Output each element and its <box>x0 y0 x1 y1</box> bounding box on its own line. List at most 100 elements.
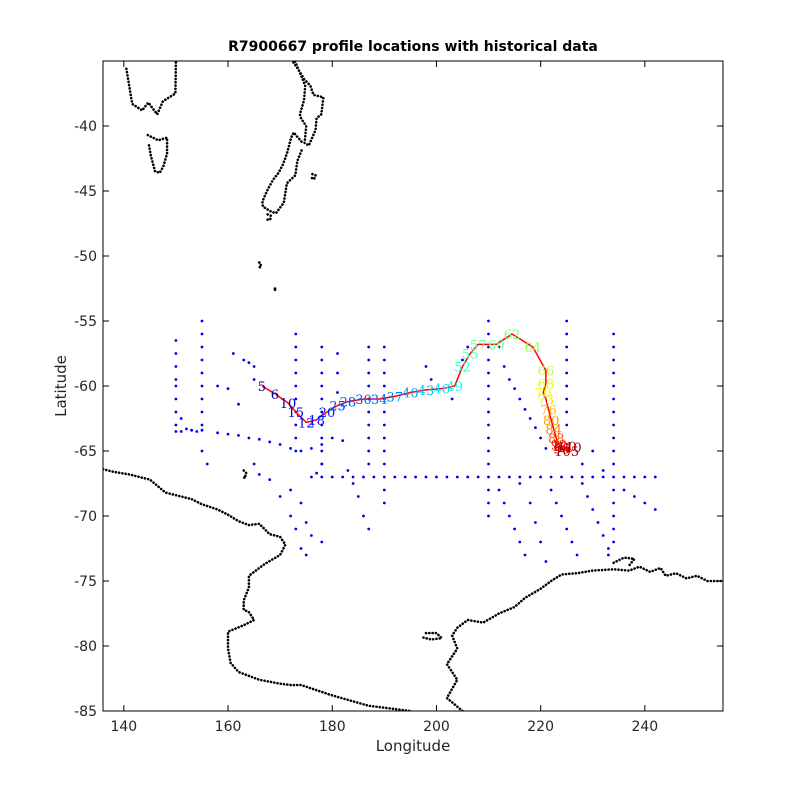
historical-point <box>549 488 553 492</box>
historical-point <box>226 387 230 390</box>
historical-point <box>523 553 527 557</box>
historical-point <box>294 436 298 440</box>
historical-point <box>382 436 386 440</box>
historical-point <box>294 358 298 362</box>
coastline-11 <box>612 556 636 567</box>
profile-label: 55 <box>462 348 479 363</box>
historical-point <box>539 475 542 479</box>
coastline-4 <box>125 61 178 116</box>
historical-point <box>487 371 490 375</box>
historical-point <box>633 495 636 498</box>
historical-point <box>560 475 563 479</box>
historical-point <box>612 423 615 427</box>
historical-point <box>362 514 365 518</box>
historical-point <box>554 501 558 505</box>
historical-point <box>382 358 386 362</box>
historical-point <box>257 473 261 476</box>
historical-point <box>487 436 490 440</box>
historical-points-layer <box>174 319 657 563</box>
historical-point <box>393 475 397 479</box>
historical-point <box>237 434 240 437</box>
historical-point <box>497 488 501 492</box>
historical-point <box>372 475 376 479</box>
historical-point <box>237 402 240 406</box>
historical-point <box>382 488 386 492</box>
historical-point <box>252 462 256 466</box>
coastline-8 <box>103 467 412 711</box>
historical-point <box>607 547 610 550</box>
historical-point <box>174 339 178 342</box>
historical-point <box>653 508 657 511</box>
historical-point <box>174 423 178 427</box>
historical-point <box>586 495 589 498</box>
coastline-0 <box>290 61 325 147</box>
coastline-9 <box>445 565 723 711</box>
profile-label: 18 <box>308 414 325 429</box>
historical-point <box>294 423 298 427</box>
historical-point <box>294 384 298 388</box>
historical-point <box>487 319 490 323</box>
profile-label: 57 <box>470 338 487 353</box>
historical-point <box>382 475 386 479</box>
historical-point <box>518 540 522 544</box>
historical-point <box>294 345 298 349</box>
x-tick-label: 220 <box>527 719 554 735</box>
historical-point <box>252 365 256 368</box>
coastline-6 <box>257 261 263 269</box>
historical-point <box>565 371 569 375</box>
historical-point <box>216 384 220 388</box>
historical-point <box>487 345 490 349</box>
historical-point <box>294 397 298 401</box>
historical-point <box>294 371 298 375</box>
historical-point <box>455 475 459 479</box>
x-axis-label: Longitude <box>376 737 451 755</box>
historical-point <box>487 514 490 518</box>
historical-point <box>367 527 371 531</box>
historical-point <box>190 428 194 432</box>
historical-point <box>346 469 350 472</box>
historical-point <box>200 371 204 375</box>
profile-label: 40 <box>402 387 419 402</box>
historical-point <box>612 358 615 362</box>
historical-point <box>513 527 516 531</box>
historical-point <box>367 410 371 414</box>
coastline-3 <box>146 133 169 175</box>
historical-point <box>289 447 292 450</box>
historical-point <box>367 462 371 466</box>
historical-point <box>315 471 318 475</box>
profile-label: 76 <box>540 403 557 418</box>
historical-point <box>268 440 272 444</box>
historical-point <box>508 475 511 479</box>
y-axis: -40 -45 -50 -55 -60 -65 -70 -75 -80 -85 <box>74 119 723 720</box>
historical-point <box>601 475 605 479</box>
historical-point <box>570 475 574 479</box>
historical-point <box>179 430 183 433</box>
historical-point <box>320 449 324 453</box>
historical-point <box>336 391 339 394</box>
historical-point <box>299 449 303 453</box>
x-tick-label: 140 <box>110 719 137 735</box>
historical-point <box>487 462 490 466</box>
historical-point <box>612 488 615 492</box>
historical-point <box>612 449 615 453</box>
chart-title: R7900667 profile locations with historic… <box>228 39 598 55</box>
profile-label: 10 <box>280 397 297 412</box>
historical-point <box>174 410 178 414</box>
coastline-12 <box>241 469 248 480</box>
historical-point <box>330 436 334 440</box>
profile-label: 34 <box>371 393 388 408</box>
historical-point <box>622 488 626 492</box>
historical-point <box>450 397 454 401</box>
historical-point <box>242 358 246 362</box>
historical-point <box>518 482 522 485</box>
profile-label: 60 <box>488 338 505 353</box>
historical-point <box>174 378 178 381</box>
y-tick-label: -55 <box>74 314 97 330</box>
historical-point <box>367 384 371 388</box>
historical-point <box>487 475 490 479</box>
historical-point <box>424 365 428 368</box>
historical-point <box>362 475 365 479</box>
historical-point <box>320 443 324 446</box>
coastline-10 <box>419 631 443 641</box>
